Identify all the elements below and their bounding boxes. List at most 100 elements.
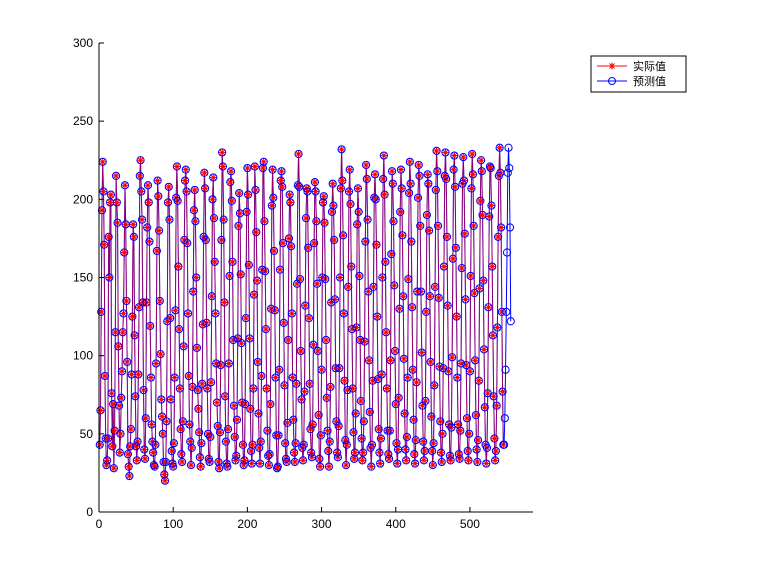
data-point-predicted	[403, 373, 412, 382]
marker-stroke	[314, 281, 320, 287]
data-point-actual	[425, 180, 432, 187]
data-point-actual	[359, 457, 366, 464]
data-point-predicted	[350, 448, 360, 457]
data-point-actual	[348, 263, 355, 270]
marker-stroke	[160, 431, 166, 437]
data-point-predicted	[105, 273, 114, 282]
data-point-predicted	[285, 190, 294, 199]
data-point-predicted	[242, 207, 251, 216]
marker-stroke	[403, 457, 409, 464]
data-point-actual	[216, 429, 224, 436]
data-point-predicted	[338, 176, 347, 185]
data-point-predicted	[194, 404, 203, 413]
data-point-predicted	[340, 376, 349, 385]
marker-stroke	[466, 431, 472, 437]
data-point-predicted	[108, 442, 117, 451]
marker-stroke	[491, 393, 497, 399]
data-point-actual	[110, 465, 118, 472]
data-point-predicted	[436, 417, 445, 426]
marker-stroke	[488, 202, 495, 209]
marker-stroke	[204, 385, 210, 392]
data-point-actual	[319, 199, 327, 206]
data-point-actual	[230, 402, 238, 409]
data-point-actual	[175, 325, 183, 333]
data-point-actual	[472, 411, 480, 419]
marker-stroke	[183, 167, 189, 173]
data-point-actual	[481, 404, 488, 411]
data-point-actual	[287, 243, 295, 250]
marker-stroke	[353, 410, 359, 417]
marker-stroke	[417, 223, 423, 229]
marker-stroke	[410, 367, 416, 373]
data-point-actual	[399, 293, 407, 300]
data-point-predicted	[462, 360, 471, 370]
marker-stroke	[495, 234, 501, 240]
data-point-actual	[321, 219, 328, 226]
data-point-actual	[400, 355, 408, 362]
data-point-predicted	[488, 331, 498, 340]
marker-stroke	[188, 462, 194, 468]
data-point-actual	[106, 199, 114, 206]
data-point-predicted	[100, 371, 110, 381]
data-point-actual	[337, 185, 345, 192]
marker-stroke	[97, 442, 103, 448]
data-point-actual	[255, 410, 262, 417]
data-point-predicted	[301, 213, 311, 223]
data-point-actual	[465, 430, 473, 438]
marker-stroke	[148, 374, 154, 381]
data-point-actual	[353, 324, 360, 331]
marker-stroke	[217, 429, 223, 435]
data-point-actual	[437, 418, 444, 425]
y-tick-label: 0	[86, 505, 93, 519]
data-point-actual	[130, 233, 138, 241]
marker-stroke	[213, 360, 219, 367]
data-point-actual	[252, 186, 259, 194]
data-point-predicted	[175, 324, 184, 334]
data-point-predicted	[198, 320, 207, 329]
marker-stroke	[430, 440, 437, 446]
data-point-predicted	[326, 382, 335, 392]
data-point-actual	[184, 239, 191, 247]
data-point-predicted	[460, 229, 469, 238]
data-point-predicted	[413, 287, 422, 296]
data-point-actual	[221, 299, 228, 306]
data-point-predicted	[359, 417, 368, 426]
data-point-predicted	[422, 307, 431, 316]
data-point-predicted	[216, 360, 225, 370]
data-point-predicted	[430, 381, 439, 390]
data-point-actual	[302, 302, 309, 309]
data-point-actual	[388, 167, 396, 175]
data-point-actual	[236, 210, 244, 217]
data-point-actual	[396, 305, 403, 312]
data-point-predicted	[210, 257, 219, 266]
data-point-actual	[99, 158, 106, 166]
data-point-predicted	[136, 156, 145, 165]
data-point-predicted	[432, 146, 441, 155]
data-point-predicted	[97, 307, 106, 316]
data-point-predicted	[392, 439, 401, 448]
marker-stroke	[493, 448, 499, 454]
data-point-predicted	[275, 265, 285, 274]
marker-stroke	[411, 451, 417, 457]
marker-stroke	[186, 373, 192, 379]
data-point-predicted	[234, 221, 243, 231]
data-point-predicted	[185, 420, 194, 429]
marker-stroke	[137, 173, 143, 179]
data-point-predicted	[113, 218, 122, 227]
marker-stroke	[129, 371, 135, 378]
data-point-predicted	[232, 415, 242, 424]
data-point-predicted	[173, 196, 182, 205]
data-point-actual	[307, 425, 314, 433]
data-point-predicted	[254, 409, 263, 418]
marker-stroke	[366, 357, 372, 363]
data-point-predicted	[476, 156, 486, 165]
marker-stroke	[339, 177, 345, 184]
data-point-actual	[434, 222, 442, 230]
data-point-predicted	[120, 181, 130, 190]
marker-stroke	[416, 173, 423, 179]
marker-stroke	[244, 209, 250, 215]
marker-stroke	[400, 293, 406, 299]
marker-stroke	[172, 374, 178, 381]
marker-stroke	[293, 381, 299, 387]
data-point-predicted	[228, 257, 237, 266]
